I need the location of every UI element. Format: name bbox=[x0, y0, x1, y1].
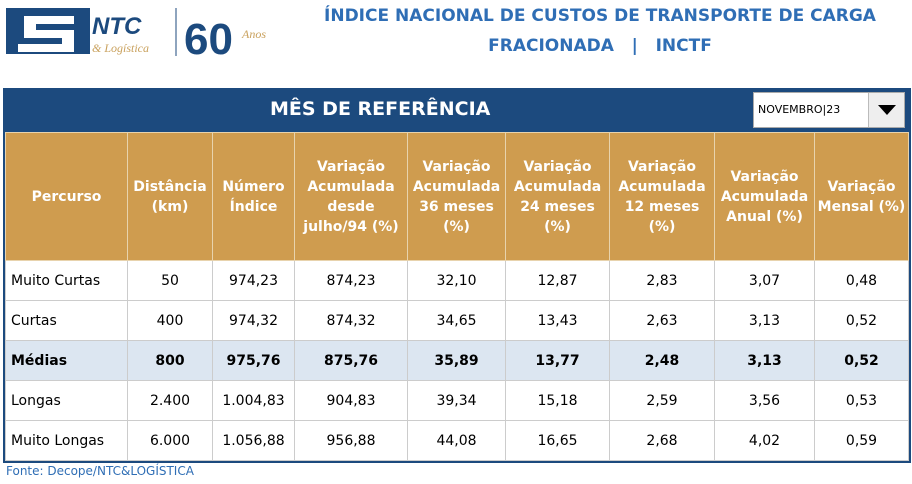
table-cell: 3,13 bbox=[714, 300, 815, 341]
column-header: Variação Acumulada Anual (%) bbox=[714, 132, 815, 261]
svg-text:60: 60 bbox=[184, 15, 233, 60]
svg-text:& Logística: & Logística bbox=[92, 41, 149, 55]
table-row: Curtas 400 974,32 874,32 34,65 13,43 2,63 3,13 0… bbox=[5, 300, 909, 341]
table-cell: 0,48 bbox=[814, 260, 909, 301]
table-cell: 2,63 bbox=[609, 300, 715, 341]
chevron-down-icon bbox=[877, 105, 896, 115]
table-cell: 13,77 bbox=[505, 340, 610, 381]
column-header: Distância (km) bbox=[127, 132, 213, 261]
table-cell: 15,18 bbox=[505, 380, 610, 421]
table-cell: 400 bbox=[127, 300, 213, 341]
route-name: Muito Curtas bbox=[5, 260, 128, 301]
column-header: Variação Acumulada 12 meses (%) bbox=[609, 132, 715, 261]
table-cell: 1.056,88 bbox=[212, 420, 295, 461]
table-cell: 16,65 bbox=[505, 420, 610, 461]
reference-bar: MÊS DE REFERÊNCIA NOVEMBRO|23 bbox=[5, 90, 909, 132]
table-cell: 1.004,83 bbox=[212, 380, 295, 421]
table-cell: 975,76 bbox=[212, 340, 295, 381]
table-cell: 13,43 bbox=[505, 300, 610, 341]
column-header: Variação Acumulada 24 meses (%) bbox=[505, 132, 610, 261]
column-header: Variação Mensal (%) bbox=[814, 132, 909, 261]
reference-label: MÊS DE REFERÊNCIA bbox=[270, 98, 491, 120]
table-cell: 904,83 bbox=[294, 380, 408, 421]
month-value: NOVEMBRO|23 bbox=[758, 103, 841, 116]
table-row: Muito Curtas 50 974,23 874,23 32,10 12,87 2,83… bbox=[5, 260, 909, 301]
table-cell: 35,89 bbox=[407, 340, 506, 381]
table-cell: 974,32 bbox=[212, 300, 295, 341]
table-row: Muito Longas 6.000 1.056,88 956,88 44,08 16,6… bbox=[5, 420, 909, 461]
svg-text:Anos: Anos bbox=[241, 27, 266, 41]
table-cell: 0,59 bbox=[814, 420, 909, 461]
dropdown-button[interactable] bbox=[868, 93, 904, 127]
route-name: Muito Longas bbox=[5, 420, 128, 461]
table-cell: 34,65 bbox=[407, 300, 506, 341]
table-cell: 3,13 bbox=[714, 340, 815, 381]
report-title: ÍNDICE NACIONAL DE CUSTOS DE TRANSPORTE … bbox=[324, 6, 876, 26]
table-cell: 974,23 bbox=[212, 260, 295, 301]
table-cell: 44,08 bbox=[407, 420, 506, 461]
table-row: Médias 800 975,76 875,76 35,89 13,77 2,48 3,13 0… bbox=[5, 340, 909, 381]
table-cell: 4,02 bbox=[714, 420, 815, 461]
table-cell: 800 bbox=[127, 340, 213, 381]
table-cell: 3,07 bbox=[714, 260, 815, 301]
table-cell: 6.000 bbox=[127, 420, 213, 461]
route-name: Curtas bbox=[5, 300, 128, 341]
route-name: Médias bbox=[5, 340, 128, 381]
column-header: Variação Acumulada 36 meses (%) bbox=[407, 132, 506, 261]
svg-text:NTC: NTC bbox=[92, 13, 142, 40]
table-cell: 32,10 bbox=[407, 260, 506, 301]
table-cell: 2.400 bbox=[127, 380, 213, 421]
table-cell: 874,32 bbox=[294, 300, 408, 341]
table-cell: 2,59 bbox=[609, 380, 715, 421]
column-header: Percurso bbox=[5, 132, 128, 261]
table-cell: 50 bbox=[127, 260, 213, 301]
column-header: Número Índice bbox=[212, 132, 295, 261]
table-cell: 0,52 bbox=[814, 300, 909, 341]
route-name: Longas bbox=[5, 380, 128, 421]
table-cell: 2,68 bbox=[609, 420, 715, 461]
table-cell: 874,23 bbox=[294, 260, 408, 301]
table-cell: 875,76 bbox=[294, 340, 408, 381]
ntc-logo: NTC & Logística 60 Anos bbox=[6, 8, 266, 60]
source-note: Fonte: Decope/NTC&LOGÍSTICA bbox=[6, 464, 194, 478]
table-cell: 39,34 bbox=[407, 380, 506, 421]
table-cell: 2,48 bbox=[609, 340, 715, 381]
table-row: Longas 2.400 1.004,83 904,83 39,34 15,18 2,59 3… bbox=[5, 380, 909, 421]
column-header: Variação Acumulada desde julho/94 (%) bbox=[294, 132, 408, 261]
month-select[interactable]: NOVEMBRO|23 bbox=[753, 92, 905, 128]
index-table-panel: MÊS DE REFERÊNCIA NOVEMBRO|23 Percurso Di… bbox=[3, 88, 911, 463]
table-cell: 0,53 bbox=[814, 380, 909, 421]
table-cell: 12,87 bbox=[505, 260, 610, 301]
table-cell: 0,52 bbox=[814, 340, 909, 381]
table-cell: 2,83 bbox=[609, 260, 715, 301]
table-cell: 3,56 bbox=[714, 380, 815, 421]
table-cell: 956,88 bbox=[294, 420, 408, 461]
index-table: Percurso Distância (km) Número Índice Varia… bbox=[5, 132, 909, 461]
report-subtitle: FRACIONADA | INCTF bbox=[488, 36, 712, 56]
